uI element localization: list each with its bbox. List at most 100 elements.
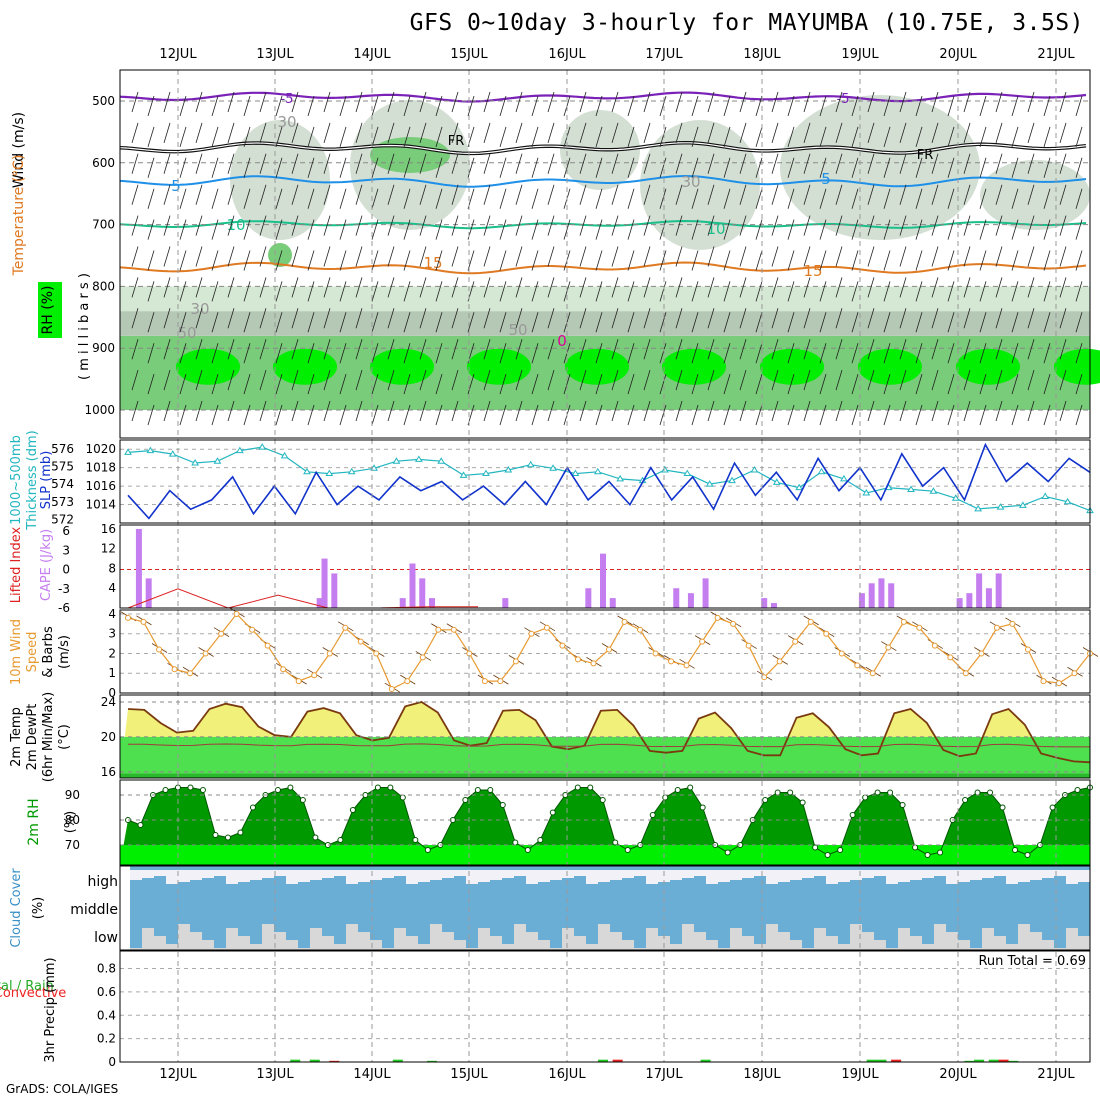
cloud-high-clear: [862, 870, 874, 878]
wind10m-speed-line-marker: [125, 614, 131, 621]
wind-axis-label: Wind (m/s): [11, 112, 27, 188]
panel-frame-cloud: [119, 865, 1091, 951]
wind-barb: [739, 369, 747, 391]
cloud-high-clear: [934, 870, 946, 876]
wind10m-speed-line-marker: [140, 618, 147, 625]
wind-barb: [819, 312, 827, 333]
cloud-high-clear: [754, 870, 766, 876]
wind-barb: [323, 339, 331, 360]
rh2m-tick-label: 90: [65, 788, 80, 802]
cloud-high-clear: [370, 870, 382, 880]
cloud-low-fill: [250, 944, 262, 950]
wind-barb: [595, 219, 603, 240]
rh2m-line-marker: [237, 829, 244, 836]
wind-barb: [307, 312, 315, 333]
wind-barb: [707, 246, 715, 267]
wind10m-speed-line-marker: [171, 666, 178, 673]
wind-barb: [675, 277, 683, 298]
wind-barb: [595, 250, 603, 271]
wind-barb: [307, 157, 315, 178]
wind-barb: [1075, 312, 1083, 333]
wind-barb: [419, 400, 427, 422]
wind-barb: [995, 153, 1003, 174]
cloud-high-clear: [922, 870, 934, 878]
cloud-high-clear: [178, 870, 190, 882]
wind-barb: [547, 184, 555, 205]
precip-bar: [612, 1059, 623, 1062]
cape-tick-label: 12: [101, 542, 116, 556]
wind-barb: [787, 95, 795, 117]
wind-barb: [179, 373, 187, 395]
cloud-low-fill: [406, 936, 418, 950]
wind-barb: [723, 404, 731, 426]
wind-barb: [851, 188, 859, 209]
wind-barb: [147, 157, 155, 178]
cloud-high-clear: [946, 870, 958, 884]
rh2m-line-marker: [862, 794, 869, 801]
wind-barb: [1027, 339, 1035, 360]
wind10m-speed-line-marker: [512, 658, 519, 665]
wind-barb: [227, 153, 235, 174]
wind-barb: [867, 308, 875, 329]
cloud-low-fill: [766, 924, 778, 950]
pressure-tick-label: 800: [92, 279, 115, 293]
wind10m-speed-line-marker: [280, 666, 287, 673]
wind-barb: [739, 215, 747, 236]
cape-axis-label: CAPE (J/kg): [39, 529, 54, 601]
rh-saturated-cell: [858, 348, 922, 385]
cape-bar: [585, 588, 592, 608]
wind-barb: [995, 122, 1003, 144]
wind-barb: [963, 369, 971, 391]
thickness-line-marker: [705, 480, 714, 487]
contour-minus5: [119, 91, 1087, 103]
cape-tick-label: 8: [108, 561, 116, 575]
cape-bar: [673, 588, 680, 608]
wind-barb: [451, 277, 459, 298]
cloud-low-fill: [238, 936, 250, 950]
wind-barb: [595, 157, 603, 178]
wind-barb: [1027, 184, 1035, 205]
contour-15c: [119, 261, 1087, 275]
wind-barb: [435, 281, 443, 302]
wind-barb: [931, 91, 939, 113]
wind-barb: [755, 373, 763, 395]
rh-band-880: [120, 311, 1090, 336]
wind-barb: [211, 281, 219, 302]
dewpoint-area: [120, 736, 1090, 778]
cape-bar: [878, 578, 885, 608]
wind10m-tick-label: 3: [108, 627, 116, 641]
thickness-line-marker: [750, 466, 759, 473]
wind-barb: [275, 281, 283, 302]
wind-barb: [931, 339, 939, 360]
wind-barb: [483, 339, 491, 360]
cloud-high-clear: [670, 870, 682, 880]
wind-barb: [883, 188, 891, 209]
wind-barb: [563, 281, 571, 302]
cloud-low-fill: [994, 936, 1006, 950]
wind-barb: [931, 122, 939, 144]
wind-barb: [227, 277, 235, 298]
wind10m-speed-line-marker: [497, 678, 504, 685]
wind-barb: [419, 369, 427, 391]
wind10m-speed-line-marker: [668, 658, 675, 665]
wind-barb: [483, 122, 491, 144]
date-label-top: 16JUL: [548, 47, 586, 62]
wind10m-speed-line-marker: [373, 650, 380, 657]
wind10m-speed-line-marker: [233, 610, 240, 617]
wind-barb: [371, 126, 379, 148]
temp2m-tick-label: 24: [101, 695, 116, 709]
wind-barb: [435, 373, 443, 395]
wind-barb: [995, 184, 1003, 205]
precip-bar: [290, 1059, 301, 1062]
wind-barb: [915, 157, 923, 178]
wind-barb: [883, 312, 891, 333]
wind-barb: [291, 369, 299, 391]
rh2m-line-marker: [299, 797, 306, 803]
temp2m-axis-label: (6hr Min/Max): [41, 692, 56, 782]
cloud-low-fill: [262, 924, 274, 950]
cape-bar: [966, 593, 973, 608]
contour-label: 30: [681, 173, 700, 191]
wind-barb: [243, 95, 251, 117]
wind-barb: [451, 308, 459, 329]
cloud-high-clear: [298, 870, 310, 882]
